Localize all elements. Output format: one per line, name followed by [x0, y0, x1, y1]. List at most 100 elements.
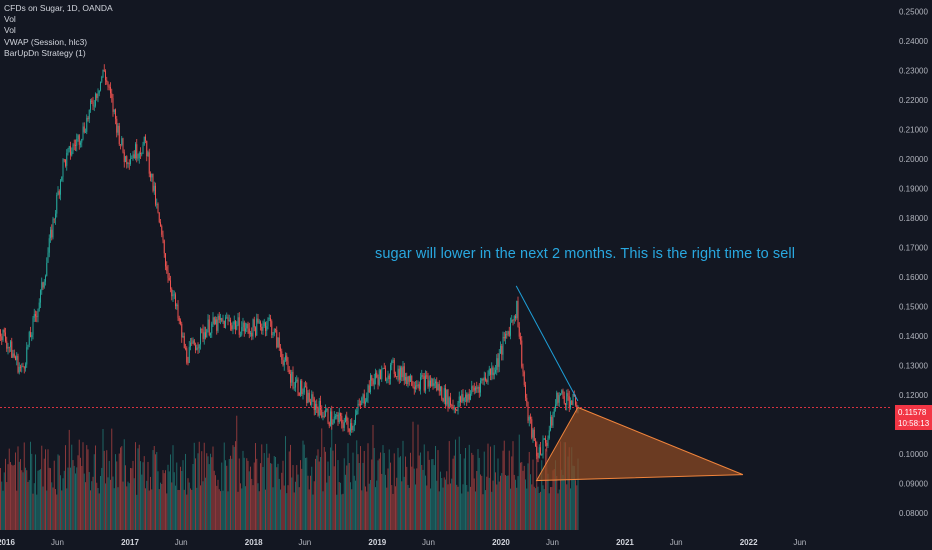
candle-body [230, 320, 231, 326]
candle-body [472, 386, 474, 388]
candle-body [228, 320, 230, 321]
legend-vol-2[interactable]: Vol [4, 25, 16, 36]
volume-bar [381, 473, 383, 530]
candle-body [241, 327, 243, 335]
candle-body [490, 368, 491, 375]
candle-body [548, 430, 550, 439]
volume-bar [390, 462, 391, 530]
legend-vwap[interactable]: VWAP (Session, hlc3) [4, 36, 88, 47]
volume-bar [368, 483, 370, 530]
candle-body [118, 125, 120, 145]
volume-bar [157, 471, 159, 530]
candle-body [78, 135, 80, 145]
candle-body [306, 386, 308, 403]
drawings[interactable] [515, 285, 744, 482]
volume-bar [155, 454, 156, 530]
volume-bar [221, 462, 223, 530]
volume-bar [543, 489, 545, 530]
time-axis[interactable]: 2016 Jun 2017 Jun 2018 Jun 2019 Jun 2020 Jun 2021 J… [0, 538, 806, 547]
volume-bar [212, 446, 214, 530]
legend-symbol[interactable]: CFDs on Sugar, 1D, OANDA [4, 3, 113, 13]
volume-bar [503, 440, 505, 530]
volume-bar [406, 466, 408, 530]
volume-bar [411, 466, 413, 530]
volume-bar [20, 459, 21, 530]
candle-body [450, 397, 451, 406]
volume-bar [465, 447, 466, 530]
volume-bar [295, 481, 296, 530]
y-tick-label: 0.24000 [899, 37, 928, 46]
volume-bar [137, 448, 139, 530]
candle-body [460, 396, 461, 402]
volume-bar [412, 421, 414, 530]
candle-body [218, 315, 220, 320]
candle-body [83, 126, 85, 133]
candle-body [73, 144, 75, 146]
volume-bar [6, 482, 8, 530]
candle-body [135, 144, 136, 159]
candle-body [145, 136, 146, 141]
candle-body [205, 332, 206, 338]
candle-body [441, 386, 443, 399]
candle-body [190, 342, 191, 347]
candle-body [443, 388, 445, 402]
candle-body [488, 368, 490, 375]
volume-bar [220, 491, 221, 530]
price-tag-countdown: 10:58:13 [898, 419, 930, 428]
volume-bar [210, 453, 211, 530]
volume-bar [398, 457, 400, 530]
text-annotation[interactable]: sugar will lower in the next 2 months. T… [375, 246, 796, 262]
volume-bar [446, 471, 448, 530]
candle-body [535, 440, 536, 447]
volume-bar [37, 470, 39, 530]
volume-bar [358, 463, 360, 530]
y-tick-label: 0.14000 [899, 332, 928, 341]
candle-body [156, 203, 158, 205]
candle-body [341, 416, 343, 424]
volume-bar [136, 494, 138, 530]
candle-body [305, 386, 306, 388]
volume-bar [507, 475, 509, 530]
volume-bar [340, 482, 341, 530]
volume-bar [77, 455, 79, 530]
volume-bar [63, 470, 65, 530]
volume-bar [186, 494, 188, 530]
volume-bar [130, 467, 131, 530]
volume-bar [42, 486, 44, 530]
price-axis[interactable]: 0.080000.090000.100000.110000.120000.130… [899, 8, 928, 519]
volume-bar [477, 449, 479, 530]
volume-bar [85, 482, 86, 530]
volume-bar [321, 428, 323, 530]
candle-body [23, 366, 25, 369]
volume-bar [75, 473, 76, 530]
volume-bar [273, 456, 275, 530]
candle-body [398, 368, 400, 380]
volume-bar [222, 490, 224, 530]
legend-vol-1[interactable]: Vol [4, 14, 16, 25]
candle-body [570, 400, 571, 408]
volume-bar [572, 465, 574, 530]
volume-bar [100, 476, 101, 530]
x-tick-label: Jun [175, 538, 188, 547]
volume-bar [355, 480, 356, 530]
price-tag-price: 0.11578 [898, 408, 927, 417]
volume-bar [437, 450, 439, 530]
candle-body [187, 362, 189, 364]
candle-body [431, 378, 433, 387]
volume-bar [152, 450, 154, 530]
y-tick-label: 0.10000 [899, 450, 928, 459]
volume-bar [93, 454, 95, 530]
volume-bar [165, 470, 166, 530]
volume-bar [567, 456, 569, 530]
candle-body [125, 156, 126, 163]
volume-bar [408, 487, 410, 530]
volume-bar [505, 475, 506, 530]
candle-body [393, 360, 395, 374]
legend-strategy[interactable]: BarUpDn Strategy (1) [4, 47, 86, 58]
volume-bar [65, 445, 66, 530]
candle-body [172, 294, 174, 297]
candle-body [558, 395, 560, 403]
candle-body [508, 331, 510, 336]
candle-body [386, 379, 388, 381]
